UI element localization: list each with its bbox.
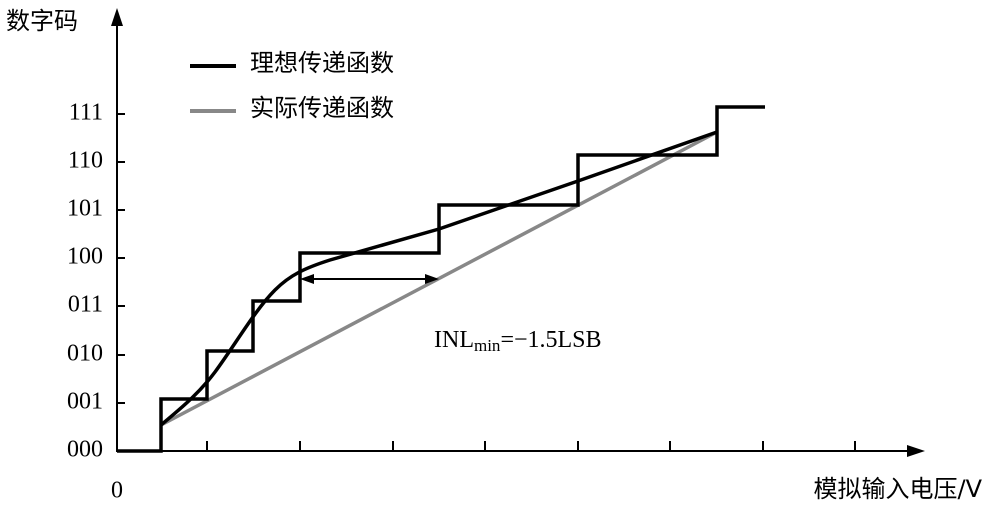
actual-line: [160, 130, 718, 427]
origin-label: 0: [111, 478, 123, 504]
y-ticks: [117, 113, 125, 404]
ideal-curve: [159, 130, 718, 427]
annotation-text: INL: [434, 327, 474, 353]
x-title: 模拟输入电压/V: [813, 475, 982, 503]
y-label: 101: [67, 196, 103, 222]
y-arrow: [111, 8, 123, 26]
legend-label: 实际传递函数: [250, 94, 394, 122]
arrow-head: [425, 274, 439, 284]
y-label: 110: [68, 148, 103, 174]
arrow-head: [300, 274, 314, 284]
y-label: 010: [67, 341, 103, 367]
y-label: 011: [68, 292, 103, 318]
annotation-subscript: min: [474, 336, 501, 355]
annotation: INLmin=−1.5LSB: [434, 327, 602, 355]
x-ticks: [206, 441, 856, 451]
y-label: 001: [67, 389, 103, 415]
y-title: 数字码: [6, 7, 78, 35]
axes: [116, 20, 915, 452]
annotation-suffix: =−1.5LSB: [500, 327, 601, 353]
y-label: 100: [67, 244, 103, 270]
y-label: 000: [67, 437, 103, 463]
x-arrow: [907, 445, 925, 457]
y-labels: 111 110 101 100 011 010 001 000: [67, 100, 103, 463]
y-label: 111: [69, 100, 103, 126]
legend-label: 理想传递函数: [250, 49, 394, 77]
